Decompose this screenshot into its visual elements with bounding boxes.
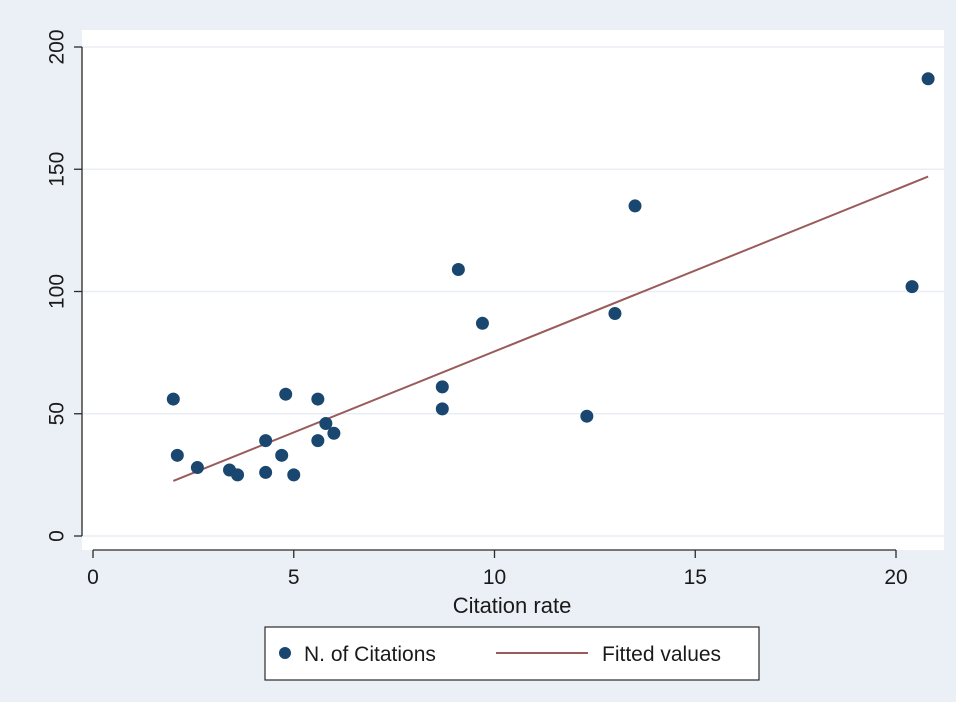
legend-label-citations: N. of Citations <box>304 643 436 666</box>
x-tick-label-5: 5 <box>288 566 300 589</box>
y-tick-label-150: 150 <box>46 152 69 187</box>
citation-point <box>580 409 594 423</box>
citation-point <box>905 280 919 294</box>
fitted-values-line <box>172 175 929 482</box>
citation-point <box>231 468 245 482</box>
citation-point <box>170 448 184 462</box>
gridlines <box>82 46 944 537</box>
citation-point <box>190 461 204 475</box>
citation-point <box>327 426 341 440</box>
legend-label-fitted: Fitted values <box>602 643 721 666</box>
x-axis-title: Citation rate <box>453 593 572 618</box>
legend-marker-icon <box>279 647 291 659</box>
fitted-line-layer <box>172 175 929 482</box>
plot-area <box>82 30 944 550</box>
citation-point <box>628 199 642 213</box>
axes: 0 50 100 150 200 0 5 10 15 20 <box>46 29 908 589</box>
citation-point <box>259 434 273 448</box>
citation-point <box>311 392 325 406</box>
x-tick-label-15: 15 <box>684 566 707 589</box>
x-tick-label-20: 20 <box>884 566 907 589</box>
citation-point <box>319 417 333 431</box>
scatter-points <box>166 72 935 482</box>
y-tick-label-0: 0 <box>46 530 69 542</box>
y-tick-label-50: 50 <box>46 402 69 425</box>
x-tick-label-0: 0 <box>87 566 99 589</box>
citation-point <box>435 380 449 394</box>
citation-point <box>287 468 301 482</box>
citation-point <box>475 316 489 330</box>
citation-point <box>279 387 293 401</box>
y-tick-label-100: 100 <box>46 274 69 309</box>
citation-point <box>451 262 465 276</box>
citation-point <box>259 465 273 479</box>
legend: N. of Citations Fitted values <box>264 626 760 681</box>
citation-point <box>166 392 180 406</box>
citation-point <box>921 72 935 86</box>
citation-point <box>275 448 289 462</box>
citation-point <box>311 434 325 448</box>
y-tick-label-200: 200 <box>46 29 69 64</box>
x-tick-label-10: 10 <box>483 566 506 589</box>
citation-point <box>435 402 449 416</box>
citation-point <box>608 307 622 321</box>
